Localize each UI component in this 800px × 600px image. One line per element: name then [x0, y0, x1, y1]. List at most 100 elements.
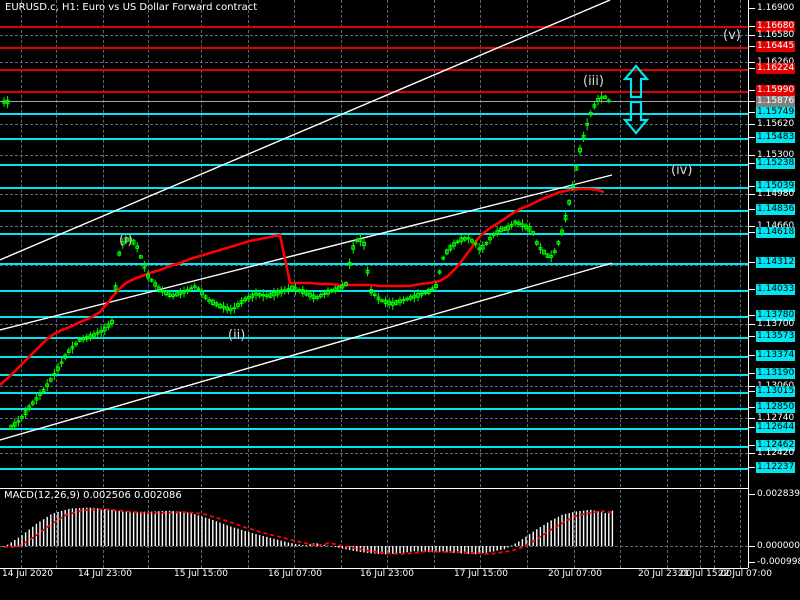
grid-line-vertical [740, 0, 741, 487]
grid-line-horizontal [0, 386, 748, 387]
support-level-line [0, 392, 748, 394]
grid-line-vertical [434, 490, 435, 568]
wave-label-ii: (ii) [228, 328, 246, 343]
moving-average-line [0, 187, 605, 386]
price-scale-label: 1.16445 [756, 41, 796, 52]
grid-line-vertical [294, 0, 295, 487]
price-scale[interactable]: 1.16900 1.16680 1.16580 1.16445 1.16260 1.162… [749, 0, 800, 568]
price-scale-tick [749, 373, 755, 374]
grid-line-vertical [294, 490, 295, 568]
price-scale-label: 1.15990 [756, 85, 796, 96]
price-scale-label: 1.16224 [756, 63, 796, 74]
support-level-line [0, 316, 748, 318]
price-scale-tick [749, 336, 755, 337]
price-scale-label: 1.15483 [756, 132, 796, 143]
time-axis-label: 17 Jul 15:00 [454, 569, 508, 579]
support-level-line [0, 408, 748, 410]
grid-line-vertical [201, 0, 202, 487]
price-scale-tick [749, 324, 755, 325]
time-axis-label: 14 Jul 23:00 [78, 569, 132, 579]
price-pane[interactable]: (i) (ii) (iii) (iv) (v) EURUSD.c, H1: Eu… [0, 0, 748, 487]
support-level-line [0, 187, 748, 189]
support-level-line [0, 428, 748, 430]
grid-line-vertical [574, 0, 575, 487]
price-scale-tick [749, 467, 755, 468]
resistance-level-line [0, 47, 748, 49]
support-level-line [0, 446, 748, 448]
current-price-line [0, 101, 748, 102]
support-level-line [0, 468, 748, 470]
time-axis-label: 16 Jul 07:00 [268, 569, 322, 579]
price-scale-tick [749, 391, 755, 392]
price-scale-tick [749, 124, 755, 125]
time-axis-label: 22 Jul 07:00 [718, 569, 772, 579]
arrow-down-icon[interactable] [622, 100, 650, 136]
price-scale-tick [749, 262, 755, 263]
support-level-line [0, 374, 748, 376]
price-scale-tick [749, 418, 755, 419]
price-scale-label: 1.13190 [756, 368, 796, 379]
grid-line-vertical [387, 490, 388, 568]
price-scale-tick [749, 90, 755, 91]
grid-line-vertical [21, 0, 22, 487]
grid-line-vertical [248, 490, 249, 568]
grid-line-vertical [574, 490, 575, 568]
current-price-label: 1.15876 [756, 96, 796, 107]
time-axis-label: 20 Jul 07:00 [548, 569, 602, 579]
price-scale-label: 1.12420 [757, 448, 795, 458]
grid-line-vertical [700, 0, 701, 487]
time-axis-label: 14 Jul 2020 [2, 569, 53, 579]
price-scale-label: 1.13015 [756, 386, 796, 397]
trendline-upper [0, 0, 611, 261]
support-level-line [0, 233, 748, 235]
wave-label-i: (i) [119, 233, 133, 248]
price-scale-tick [749, 101, 755, 102]
grid-line-horizontal [0, 194, 748, 195]
price-scale-tick [749, 163, 755, 164]
macd-scale-label: 0.002839 [757, 489, 800, 499]
grid-line-vertical [148, 0, 149, 487]
page-title: EURUSD.c, H1: Euro vs US Dollar Forward … [5, 2, 258, 13]
wave-label-v: (v) [723, 28, 741, 43]
price-scale-tick [749, 445, 755, 446]
grid-line-horizontal [0, 265, 748, 266]
price-scale-tick [749, 315, 755, 316]
grid-line-vertical [341, 490, 342, 568]
price-scale-label: 1.15238 [756, 158, 796, 169]
price-scale-label: 1.14836 [756, 204, 796, 215]
grid-line-horizontal [0, 324, 748, 325]
grid-line-vertical [700, 490, 701, 568]
price-scale-label: 1.15039 [756, 181, 796, 192]
macd-scale-label: 0.000000 [757, 541, 800, 551]
support-level-line [0, 210, 748, 212]
macd-pane[interactable]: MACD(12,26,9) 0.002506 0.002086 [0, 490, 748, 568]
wave-label-iii: (iii) [583, 74, 604, 89]
price-scale-tick [749, 35, 755, 36]
grid-line-vertical [387, 0, 388, 487]
arrow-up-icon[interactable] [622, 64, 650, 100]
price-scale-label: 1.16260 [757, 57, 795, 67]
grid-line-horizontal [0, 62, 748, 63]
price-scale-tick [749, 62, 755, 63]
price-scale-tick [749, 26, 755, 27]
price-scale-tick [749, 8, 755, 9]
macd-plot-overlay [3, 507, 614, 555]
time-axis[interactable]: 14 Jul 2020 14 Jul 23:00 15 Jul 15:00 16 Ju… [0, 569, 772, 583]
price-scale-tick [749, 137, 755, 138]
price-scale-label: 1.13374 [756, 350, 796, 361]
macd-scale-tick [749, 494, 755, 495]
price-scale-label: 1.13780 [756, 310, 796, 321]
grid-line-horizontal [0, 418, 748, 419]
time-axis-label: 21 Jul 15:00 [678, 569, 732, 579]
price-scale-label: 1.12644 [756, 422, 796, 433]
grid-line-horizontal [0, 35, 748, 36]
grid-line-vertical [434, 0, 435, 487]
grid-line-vertical [248, 0, 249, 487]
price-scale-tick [749, 453, 755, 454]
grid-line-horizontal [0, 453, 748, 454]
price-scale-tick [749, 226, 755, 227]
trendline-lower [0, 262, 613, 441]
price-scale-label: 1.14618 [756, 227, 796, 238]
support-level-line [0, 290, 748, 292]
